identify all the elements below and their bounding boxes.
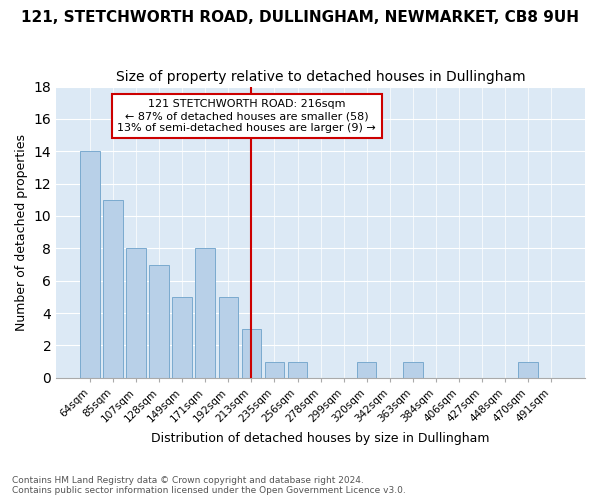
Y-axis label: Number of detached properties: Number of detached properties [15,134,28,330]
X-axis label: Distribution of detached houses by size in Dullingham: Distribution of detached houses by size … [151,432,490,445]
Bar [357,362,376,378]
Bar [518,362,538,378]
Bar [127,248,146,378]
Bar [288,362,307,378]
Bar [196,248,215,378]
Bar [242,329,261,378]
Bar [80,152,100,378]
Title: Size of property relative to detached houses in Dullingham: Size of property relative to detached ho… [116,70,526,84]
Bar [218,297,238,378]
Bar [149,264,169,378]
Bar [265,362,284,378]
Text: Contains HM Land Registry data © Crown copyright and database right 2024.
Contai: Contains HM Land Registry data © Crown c… [12,476,406,495]
Bar [403,362,422,378]
Text: 121, STETCHWORTH ROAD, DULLINGHAM, NEWMARKET, CB8 9UH: 121, STETCHWORTH ROAD, DULLINGHAM, NEWMA… [21,10,579,25]
Text: 121 STETCHWORTH ROAD: 216sqm
← 87% of detached houses are smaller (58)
13% of se: 121 STETCHWORTH ROAD: 216sqm ← 87% of de… [118,100,376,132]
Bar [103,200,123,378]
Bar [172,297,192,378]
